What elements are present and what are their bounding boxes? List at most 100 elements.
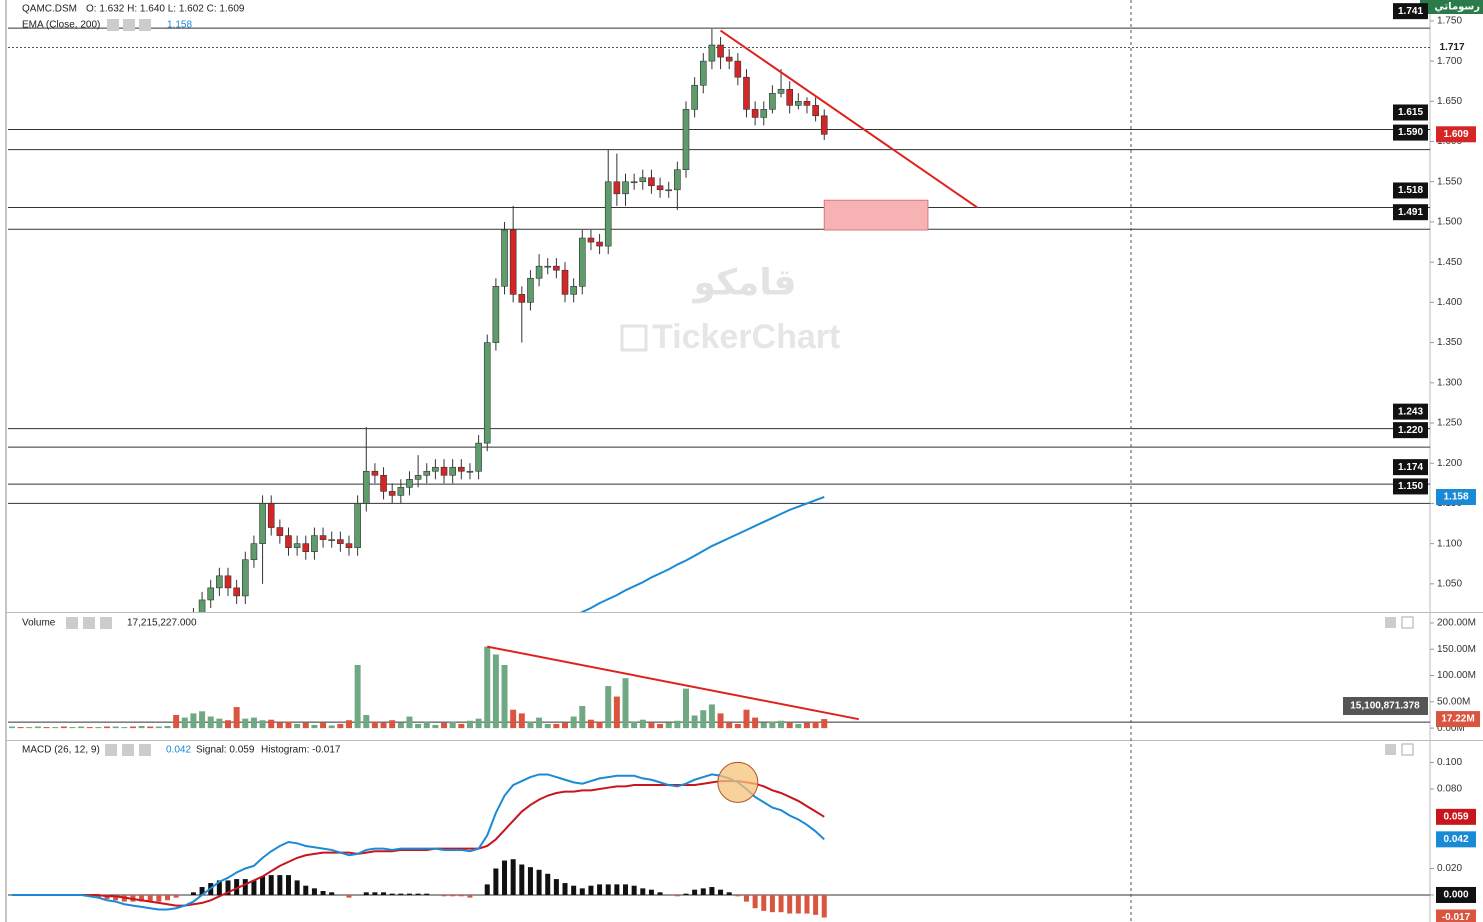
icon [1401,743,1414,756]
icon [1401,616,1414,629]
candle-body [708,44,716,62]
volume-bar [233,707,240,729]
histogram-value: Histogram: -0.017 [261,745,341,756]
y-tick-label: 1.100 [1437,538,1462,549]
histogram-bar [398,893,404,895]
y-tick-label: 0.020 [1437,863,1462,874]
histogram-bar [165,894,171,901]
candle-body [820,115,828,135]
y-tick-label: 1.550 [1437,176,1462,187]
histogram-bar [484,884,490,895]
candle-body [207,587,215,601]
level-label-box [1393,422,1428,439]
volume-bar [164,726,171,729]
histogram-bar [458,894,464,897]
cursor-box [1343,697,1428,715]
candle-body [803,101,811,106]
histogram-bar [372,892,378,895]
y-tick-label: 50.00M [1437,696,1470,707]
volume-bar [104,726,111,729]
candle-body [501,229,508,287]
candle-body [751,109,759,118]
histogram-bar [225,880,231,895]
price-plot [8,27,1430,612]
candle-body [812,105,819,117]
y-tick-label: 1.400 [1437,297,1462,308]
level-label: 1.590 [1398,127,1423,138]
logo: رسوماتي [1434,2,1480,13]
candle-body [311,535,318,552]
volume-bar [311,724,318,729]
icon [123,19,135,31]
histogram-bar [614,884,620,895]
candle-body [388,491,396,496]
volume-bar [631,721,638,729]
candle-body [604,181,612,247]
volume-bar [26,727,33,729]
histogram-bar [700,888,706,895]
volume-bar [17,727,24,729]
volume-bar [69,727,76,729]
histogram-bar [510,859,516,895]
volume-bar [320,722,327,729]
volume-bar [95,727,102,729]
candle-body [250,543,258,561]
macd-title: MACD (26, 12, 9) [22,745,100,756]
level-label-box [1393,104,1428,121]
y-tick-label: 1.650 [1437,96,1462,107]
volume-bar [259,720,266,729]
histogram-bar [216,880,222,895]
level-label-box [1393,459,1428,476]
volume-bar [466,720,473,729]
macd-marker: -0.017 [1442,912,1471,922]
candle-body [302,543,310,552]
volume-bar [138,726,145,729]
volume-bar [734,723,741,729]
volume-bar [155,726,162,729]
histogram-bar [761,894,767,911]
histogram-bar [553,879,559,895]
volume-bar [441,722,448,729]
y-tick-label: 1.450 [1437,257,1462,268]
volume-bar [406,716,413,729]
watermark-text: TickerChart [652,318,840,356]
histogram-bar [389,893,395,895]
candle-body [587,237,595,243]
candle-body [786,88,793,106]
histogram-bar [329,892,335,895]
volume-bar [415,723,422,729]
volume-marker-box [1436,711,1480,728]
candle-body [622,181,629,195]
volume-bar [812,721,819,729]
candle-body [570,285,577,295]
histogram-bar [623,884,629,895]
y-tick-label: 1.350 [1437,337,1462,348]
volume-bar [147,726,154,729]
histogram-bar [381,892,387,895]
candle-body [233,587,240,597]
volume-bar [536,717,543,729]
icon [139,744,151,756]
y-tick-label: 150.00M [1437,644,1476,655]
volume-bar [276,722,283,729]
candle-body [224,575,232,589]
histogram-bar [242,879,248,895]
volume-bar [129,726,136,729]
volume-bar [52,727,59,729]
volume-bar [579,706,586,729]
candle-body [432,466,439,472]
macd-marker: 0.042 [1443,834,1468,845]
volume-bar [302,722,309,729]
volume-bar [458,723,465,729]
candle-body [648,177,655,187]
histogram-bar [156,894,162,902]
volume-bar [250,717,257,729]
histogram-bar [519,864,525,895]
volume-bar [674,720,681,729]
volume-bar [821,719,828,729]
watermark-arabic: قامكو [692,262,797,304]
histogram-bar [251,880,257,895]
crosshair-label: 1.717 [1439,42,1464,53]
volume-bar [242,718,249,729]
candle-body [380,474,387,492]
